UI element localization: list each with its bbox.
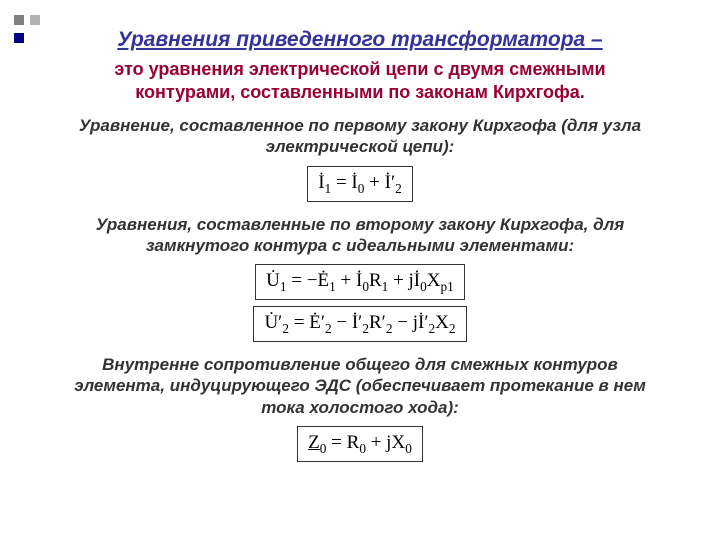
equation-3-wrap: U̇′2 = Ė′2 − İ′2R′2 − jİ′2X2 [50,306,670,342]
equation-1-wrap: İ1 = İ0 + İ′2 [50,166,670,202]
subtitle: это уравнения электрической цепи с двумя… [70,58,650,103]
equation-2: U̇1 = −Ė1 + İ0R1 + jİ0Xр1 [255,264,465,300]
title-text: Уравнения приведенного трансформатора [117,28,585,51]
slide: Уравнения приведенного трансформатора – … [0,0,720,540]
equation-4: Z0 = R0 + jX0 [297,426,423,462]
title-dash: – [585,28,603,51]
section-2-heading: Уравнения, составленные по второму закон… [70,214,650,257]
page-title: Уравнения приведенного трансформатора – [50,28,670,52]
equation-1: İ1 = İ0 + İ′2 [307,166,413,202]
section-1-heading: Уравнение, составленное по первому закон… [70,115,650,158]
equation-3: U̇′2 = Ė′2 − İ′2R′2 − jİ′2X2 [253,306,466,342]
equation-2-wrap: U̇1 = −Ė1 + İ0R1 + jİ0Xр1 [50,264,670,300]
equation-4-wrap: Z0 = R0 + jX0 [50,426,670,462]
bullet-square-2 [30,15,40,25]
bullet-square-1 [14,15,24,25]
section-3-heading: Внутренне сопротивление общего для смежн… [70,354,650,418]
bullet-square-3 [14,33,24,43]
corner-bullets [14,12,42,48]
